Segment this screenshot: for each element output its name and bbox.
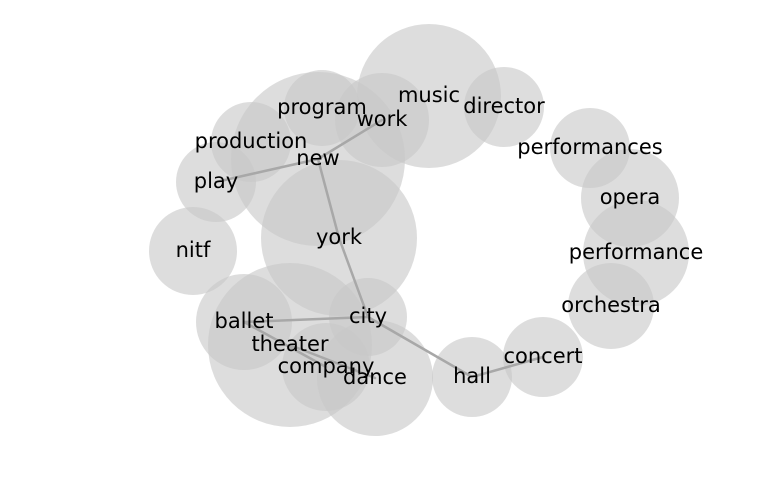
edge-new-work — [316, 118, 384, 161]
node-label-york: york — [316, 225, 363, 249]
node-circle-nitf — [149, 207, 237, 295]
edges — [214, 118, 545, 380]
node-label-director: director — [463, 94, 545, 118]
node-label-company: company — [278, 354, 375, 378]
node-label-opera: opera — [600, 185, 661, 209]
node-circle-director — [464, 67, 544, 147]
node-label-city: city — [349, 304, 387, 328]
node-label-ballet: ballet — [214, 309, 273, 333]
node-label-production: production — [195, 129, 308, 153]
edge-york-city — [337, 236, 370, 319]
node-label-program: program — [277, 95, 367, 119]
edge-theater-dance — [288, 343, 377, 380]
node-label-dance: dance — [343, 365, 407, 389]
node-label-orchestra: orchestra — [561, 293, 660, 317]
edge-city-ballet — [242, 315, 370, 324]
node-label-music: music — [398, 83, 460, 107]
node-label-performances: performances — [517, 135, 662, 159]
edge-hall-concert — [470, 355, 545, 379]
node-label-play: play — [194, 169, 238, 193]
node-label-nitf: nitf — [176, 238, 211, 262]
edge-city-hall — [366, 315, 474, 379]
node-label-performance: performance — [569, 240, 704, 264]
node-label-concert: concert — [503, 344, 582, 368]
node-label-hall: hall — [453, 364, 491, 388]
node-label-work: work — [357, 107, 409, 131]
edge-ballet-company — [242, 320, 328, 369]
node-circle-orchestra — [568, 263, 654, 349]
node-label-new: new — [296, 146, 339, 170]
edge-new-york — [316, 157, 341, 240]
node-label-theater: theater — [251, 332, 328, 356]
edge-new-play — [214, 157, 320, 184]
